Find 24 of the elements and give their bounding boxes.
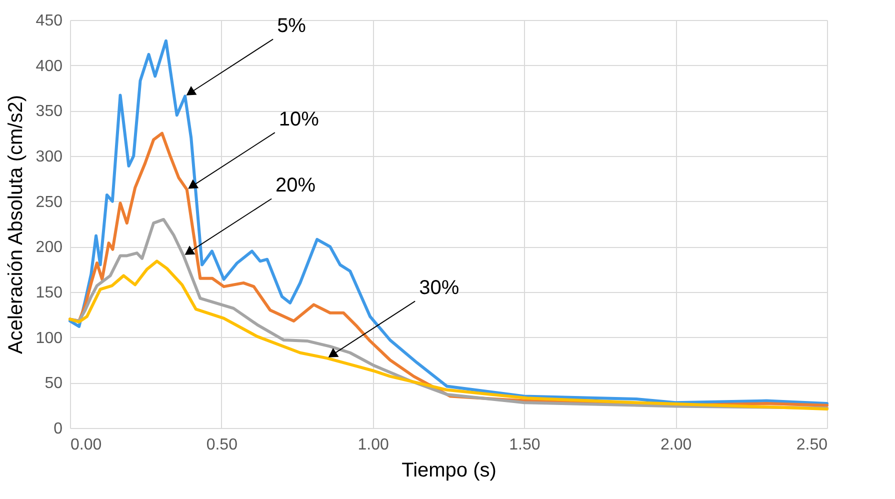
x-tick-label: 0.50 [206,436,238,454]
annotation: 30% [419,277,460,300]
line-series [68,260,828,410]
y-tick-label: 450 [36,12,63,30]
annotation: 10% [278,108,320,131]
x-axis-title: Tiempo (s) [402,460,496,482]
y-tick-label: 100 [36,330,63,347]
x-tick-label: 2.50 [796,436,828,454]
annotation: 20% [276,174,316,197]
line-series [68,39,828,406]
y-tick-label: 50 [44,375,63,392]
x-tick-label: 2.00 [660,436,692,454]
y-tick-label: 150 [36,284,63,302]
y-tick-label: 200 [36,239,63,256]
x-tick-label: 1.50 [509,436,540,454]
y-tick-label: 400 [36,58,63,75]
y-tick-label: 350 [36,103,63,120]
annotation: 5% [277,15,306,38]
y-tick-label: 300 [36,148,63,166]
x-tick-label: 0.00 [70,436,102,454]
x-tick-label: 1.00 [358,436,389,454]
y-axis-title: Aceleración Absoluta (cm/s2) [4,94,27,354]
y-tick-label: 250 [36,194,63,211]
y-tick-label: 0 [54,420,63,438]
